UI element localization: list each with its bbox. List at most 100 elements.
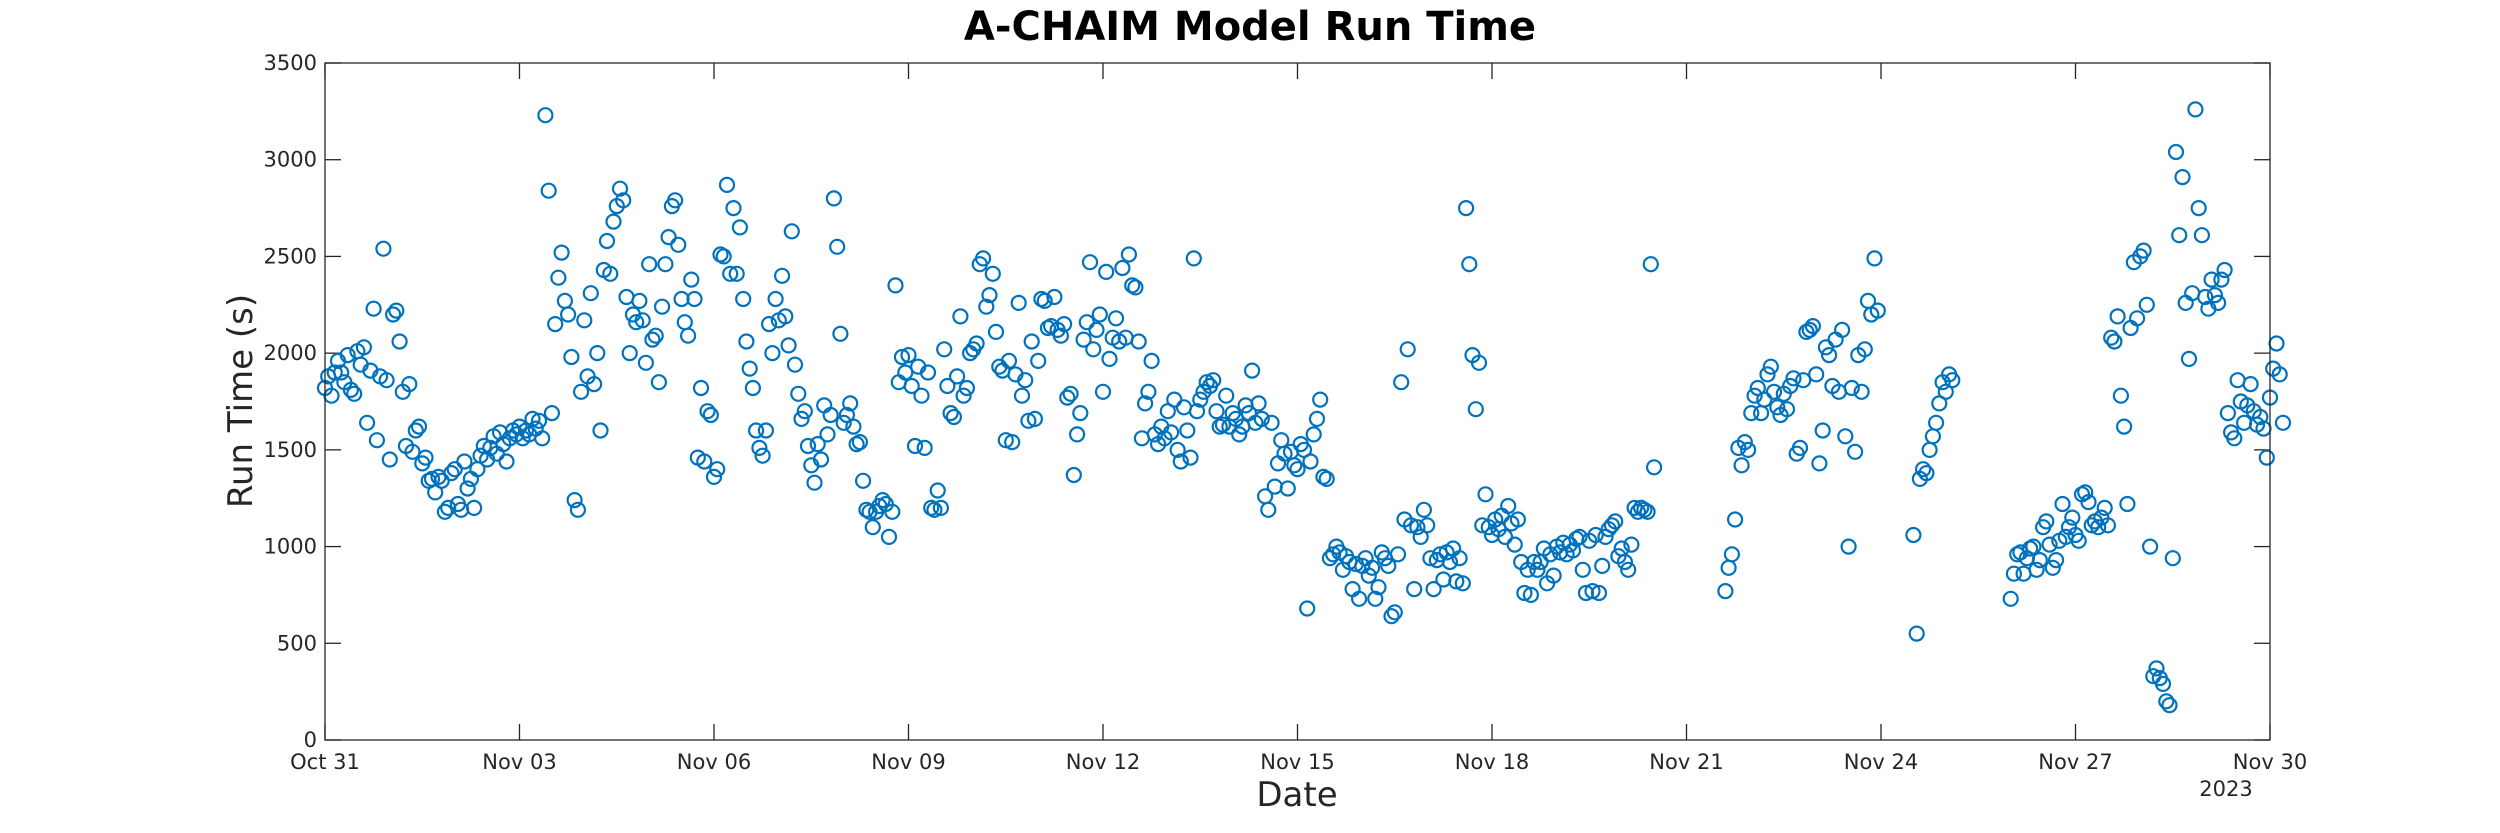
data-point [1726,511,1744,528]
data-point [932,499,950,516]
data-point [359,414,376,431]
data-point [1046,288,1063,306]
data-point [2031,551,2048,569]
data-point [1607,513,1624,530]
data-point [2041,536,2058,553]
data-point [1516,584,1533,602]
data-point [864,519,881,536]
data-point [722,265,739,282]
data-point [1367,590,1384,607]
data-point [780,337,797,354]
data-point [1052,327,1070,344]
data-point [1415,501,1433,518]
data-point [968,335,985,352]
data-point [1720,559,1737,576]
data-point [1629,503,1647,520]
data-point [1467,401,1484,418]
data-point [1454,575,1471,592]
data-point [2206,287,2223,304]
data-point [1584,582,1601,600]
data-point [835,414,852,431]
data-point [1506,536,1523,553]
y-tick-label: 3000 [264,148,317,172]
data-point [880,528,898,546]
data-point [634,312,651,329]
data-point [822,406,839,424]
data-point [2258,449,2275,466]
data-point [641,256,658,273]
data-point [1020,412,1037,429]
y-tick-label: 1000 [264,535,317,559]
data-point [2025,538,2042,555]
data-point [942,405,959,422]
data-point [2174,169,2191,186]
data-point [760,316,778,333]
data-point [407,422,424,439]
data-point [1133,430,1151,447]
data-point [1370,579,1387,596]
data-point [498,453,515,470]
data-point [1188,403,1206,420]
data-point [556,292,574,309]
data-point [767,290,784,308]
data-point [796,403,813,420]
x-tick-label: Nov 15 [1260,750,1334,774]
data-point [1243,362,1261,379]
y-tick-label: 500 [277,631,317,655]
data-point [799,437,817,455]
data-point [744,379,762,397]
data-point [378,372,395,389]
data-point [1179,422,1196,439]
data-point [1853,383,1870,400]
data-point [2164,550,2181,567]
data-point [1470,354,1488,371]
data-point [456,453,473,470]
data-point [1289,461,1306,478]
data-point [1218,387,1235,404]
data-point [1036,292,1053,309]
data-point [1273,432,1290,449]
data-point [1380,557,1397,575]
data-point [333,364,350,381]
data-point [1010,294,1027,311]
data-point [547,316,564,333]
data-point [2044,559,2061,576]
data-point [524,410,541,427]
data-point [1231,426,1248,443]
data-point [751,439,768,456]
data-point [2070,532,2087,549]
data-point [1804,318,1822,335]
data-point [550,269,567,286]
data-point [1075,331,1092,348]
data-point [1820,347,1838,364]
data-point [1305,426,1322,443]
data-point [1461,256,1478,273]
data-point [611,180,629,197]
data-point [2210,294,2227,311]
data-point [375,240,392,257]
data-point [1192,391,1209,408]
axis-ticks: 0 500 1000 1500 2000 2500 3000 3500 Oct 31 Nov 03… [264,51,2308,774]
data-point [1276,445,1293,462]
plot-frame [324,62,2271,741]
data-point [1068,426,1086,443]
data-point [1795,372,1812,389]
y-tick-label: 0 [304,728,317,752]
data-point [1143,352,1160,369]
y-tick-label: 2500 [264,244,317,268]
data-point [1185,250,1202,267]
data-point [1088,321,1105,338]
data-point [2252,408,2269,426]
data-point [530,412,548,429]
data-point [2145,668,2162,685]
data-point [2064,509,2081,526]
data-point [2112,387,2129,404]
data-point [1814,422,1831,439]
data-point [404,443,421,460]
data-point [1435,571,1452,588]
data-point [1545,567,1562,584]
data-point [984,265,1001,282]
data-point [1856,341,1873,358]
data-point [559,306,577,323]
data-point [1451,550,1468,567]
